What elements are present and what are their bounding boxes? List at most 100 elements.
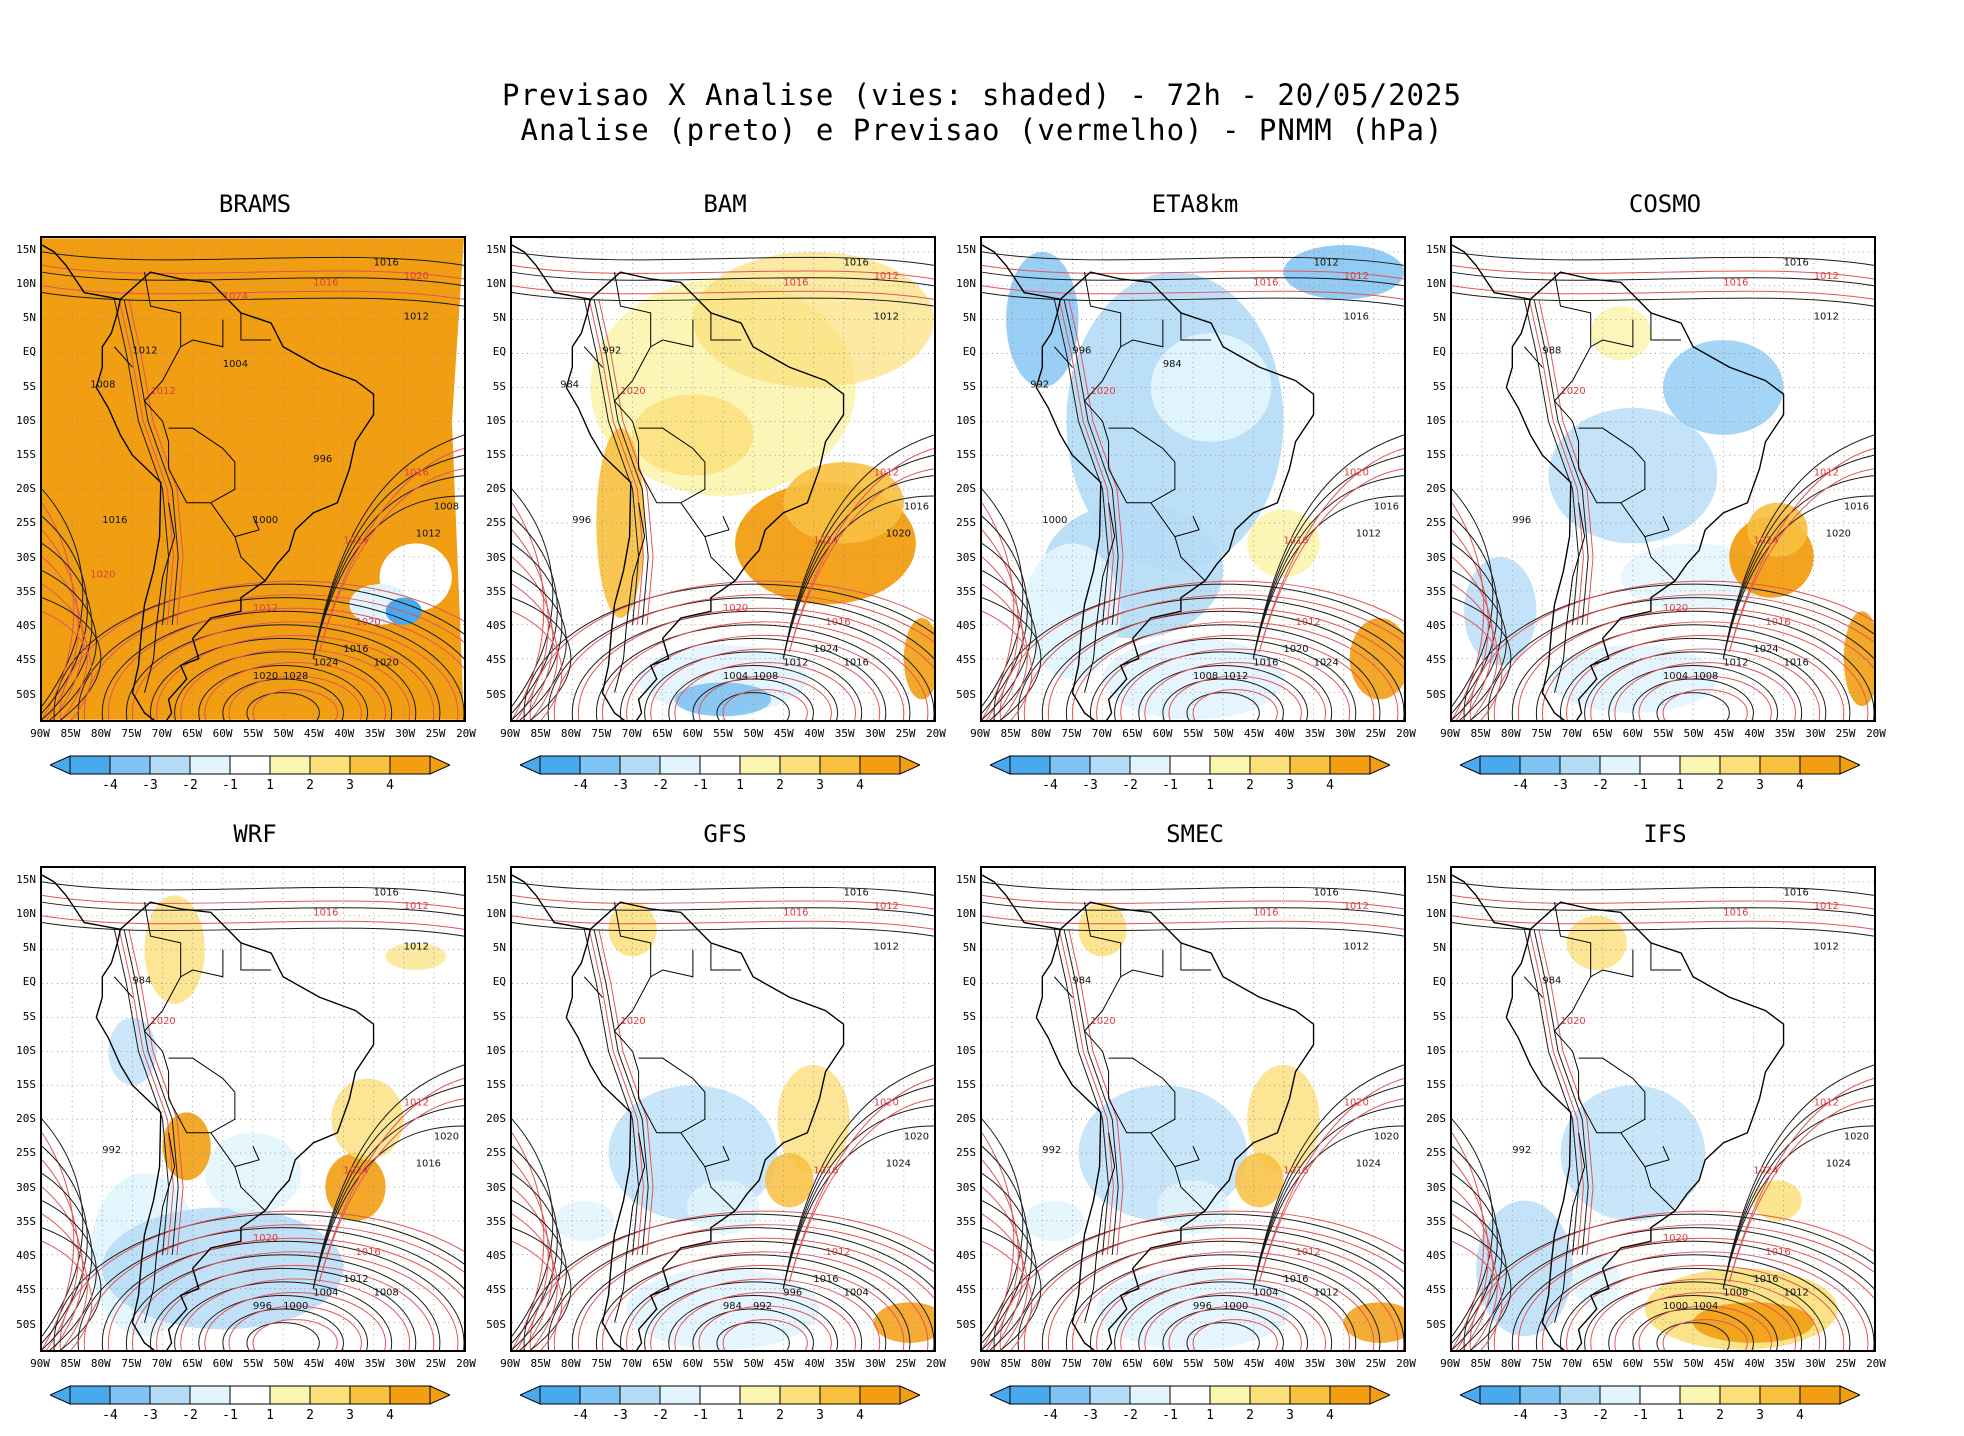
forecast-isobar xyxy=(59,1210,464,1350)
analysis-isobar-label: 1012 xyxy=(1344,942,1369,953)
colorbar-swatch xyxy=(1759,755,1801,775)
lat-label: 35S xyxy=(16,584,36,598)
lon-label: 50W xyxy=(273,727,294,740)
forecast-isobar-label: 1012 xyxy=(1344,901,1369,912)
lon-label: 25W xyxy=(1835,1357,1856,1370)
lat-label: 15S xyxy=(956,1078,976,1092)
forecast-isobar-label: 1020 xyxy=(1561,1016,1586,1027)
country-border xyxy=(240,942,272,971)
analysis-isobar xyxy=(523,1213,934,1350)
analysis-isobar-label: 1000 xyxy=(283,1301,308,1312)
colorbar-arrow-right xyxy=(429,1385,450,1405)
lat-label: 5S xyxy=(1432,379,1446,393)
lat-label: 50S xyxy=(486,1317,506,1331)
forecast-isobar-label: 1016 xyxy=(355,1247,380,1258)
lat-label: EQ xyxy=(1432,975,1446,989)
forecast-isobar xyxy=(626,634,905,720)
forecast-isobar xyxy=(982,264,1404,280)
lon-label: 85W xyxy=(1470,727,1491,740)
lon-label: 35W xyxy=(364,1357,385,1370)
forecast-isobar xyxy=(512,1159,549,1350)
coastline xyxy=(42,244,121,300)
forecast-isobar xyxy=(318,1078,464,1283)
forecast-isobar xyxy=(42,1240,93,1350)
country-border xyxy=(1553,380,1580,469)
analysis-isobar xyxy=(982,1145,1028,1344)
colorbar-label: 2 xyxy=(306,778,314,793)
analysis-isobar xyxy=(1632,1308,1754,1350)
country-border xyxy=(638,427,706,504)
lon-label: 70W xyxy=(1561,727,1582,740)
colorbar-label: -2 xyxy=(652,1408,668,1423)
forecast-isobar xyxy=(512,285,934,300)
map-frame: 1012 1016 1016 1012 1020 1024 1016 1012 1008 1000… xyxy=(980,236,1406,722)
forecast-isobar-label: 1016 xyxy=(1723,908,1748,919)
analysis-isobar xyxy=(595,624,911,720)
forecast-isobar xyxy=(204,662,387,720)
lon-label: 75W xyxy=(591,727,612,740)
country-border xyxy=(168,1057,236,1134)
colorbar-label: -2 xyxy=(1592,778,1608,793)
forecast-isobar xyxy=(553,594,934,720)
forecast-isobar xyxy=(512,610,563,720)
colorbar-swatch xyxy=(699,755,741,775)
forecast-isobar xyxy=(107,607,464,720)
analysis-isobar xyxy=(123,299,179,625)
analysis-isobar-label: 1012 xyxy=(1784,1287,1809,1298)
forecast-isobar xyxy=(512,894,934,910)
country-border xyxy=(1590,319,1634,348)
country-border xyxy=(168,427,236,504)
lat-label: 20S xyxy=(956,1112,976,1126)
analysis-isobar-label: 1012 xyxy=(343,1274,368,1285)
lon-label: 65W xyxy=(182,727,203,740)
country-border xyxy=(144,902,182,1011)
analysis-isobar-label: 1016 xyxy=(1784,657,1809,668)
lat-label: 15N xyxy=(16,242,36,256)
analysis-isobar xyxy=(1053,299,1110,625)
forecast-isobar xyxy=(529,580,934,720)
forecast-isobar xyxy=(128,929,184,1255)
lat-label: 45S xyxy=(1426,1283,1446,1297)
country-border xyxy=(1578,1057,1646,1134)
lon-label: 25W xyxy=(425,1357,446,1370)
lon-label: 60W xyxy=(1152,727,1173,740)
analysis-isobar xyxy=(1608,1294,1779,1350)
colorbar-arrow-right xyxy=(1369,755,1390,775)
forecast-isobar-label: 1016 xyxy=(1283,1165,1308,1176)
bias-warm xyxy=(1693,1302,1814,1343)
analysis-isobar xyxy=(1452,901,1874,917)
forecast-isobar xyxy=(577,1237,934,1350)
analysis-isobar xyxy=(644,1281,863,1350)
forecast-isobar-label: 1020 xyxy=(1344,1098,1369,1109)
lat-label: 25S xyxy=(956,1146,976,1160)
panel-title: GFS xyxy=(703,820,747,848)
forecast-isobar xyxy=(1452,915,1874,930)
forecast-isobar xyxy=(42,915,464,930)
forecast-isobar xyxy=(1452,894,1874,910)
colorbar-swatch xyxy=(109,1385,151,1405)
lat-label: 10N xyxy=(1426,276,1446,290)
lat-label: 20S xyxy=(486,1112,506,1126)
analysis-isobar-label: 1012 xyxy=(1723,657,1748,668)
colorbar xyxy=(50,755,450,775)
analysis-isobar xyxy=(512,881,934,896)
forecast-isobar xyxy=(1542,621,1869,720)
forecast-isobar xyxy=(1566,634,1845,720)
coastline xyxy=(982,874,1061,930)
colorbar-swatch xyxy=(69,755,111,775)
colorbar-swatch xyxy=(109,755,151,775)
analysis-isobar xyxy=(42,1227,102,1350)
forecast-isobar xyxy=(602,1251,929,1350)
analysis-isobar xyxy=(1452,922,1874,937)
colorbar-label: -1 xyxy=(692,778,708,793)
analysis-isobar xyxy=(1656,692,1730,720)
forecast-isobar xyxy=(42,1213,88,1350)
panel-title: SMEC xyxy=(1166,820,1224,848)
analysis-isobar xyxy=(246,692,320,720)
country-border xyxy=(1120,949,1164,978)
analysis-isobar-label: 1004 xyxy=(1663,671,1688,682)
forecast-isobar-label: 1020 xyxy=(404,271,429,282)
forecast-isobar xyxy=(1614,1292,1797,1350)
lon-label: 75W xyxy=(1061,1357,1082,1370)
map-frame: 1016 1012 1016 1020 1024 1016 1012 1008 1004 996 9… xyxy=(510,236,936,722)
